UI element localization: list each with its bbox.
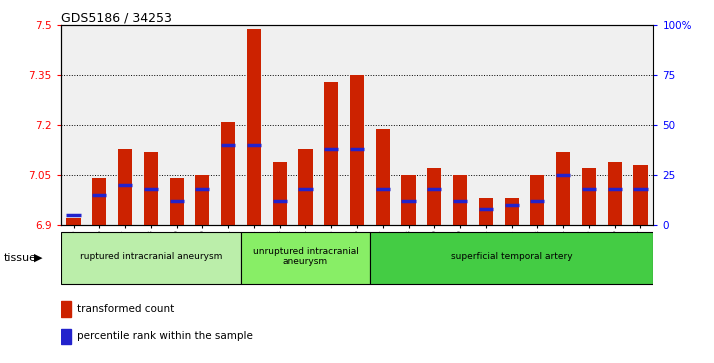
Bar xyxy=(273,162,287,225)
Bar xyxy=(401,175,416,225)
Bar xyxy=(324,82,338,225)
Text: transformed count: transformed count xyxy=(77,304,174,314)
Bar xyxy=(556,152,570,225)
Text: superficial temporal artery: superficial temporal artery xyxy=(451,252,573,261)
Bar xyxy=(479,199,493,225)
Bar xyxy=(370,232,653,284)
Bar xyxy=(531,175,545,225)
Bar xyxy=(241,232,370,284)
Bar xyxy=(196,175,209,225)
Bar xyxy=(633,165,648,225)
Bar xyxy=(505,199,518,225)
Bar xyxy=(582,168,596,225)
Text: percentile rank within the sample: percentile rank within the sample xyxy=(77,331,253,341)
Text: unruptured intracranial
aneurysm: unruptured intracranial aneurysm xyxy=(253,247,358,266)
Text: GDS5186 / 34253: GDS5186 / 34253 xyxy=(61,11,171,24)
Bar xyxy=(92,179,106,225)
Bar xyxy=(376,129,390,225)
Text: ▶: ▶ xyxy=(34,253,43,263)
Bar xyxy=(350,76,364,225)
Bar xyxy=(61,301,71,317)
Bar xyxy=(247,29,261,225)
Bar xyxy=(608,162,622,225)
Bar xyxy=(427,168,441,225)
Bar xyxy=(61,232,241,284)
Bar xyxy=(118,148,132,225)
Bar xyxy=(66,219,81,225)
Bar xyxy=(221,122,235,225)
Bar xyxy=(61,329,71,344)
Bar xyxy=(453,175,467,225)
Bar xyxy=(144,152,158,225)
Text: tissue: tissue xyxy=(4,253,36,263)
Bar xyxy=(169,179,183,225)
Bar xyxy=(298,148,313,225)
Text: ruptured intracranial aneurysm: ruptured intracranial aneurysm xyxy=(80,252,222,261)
